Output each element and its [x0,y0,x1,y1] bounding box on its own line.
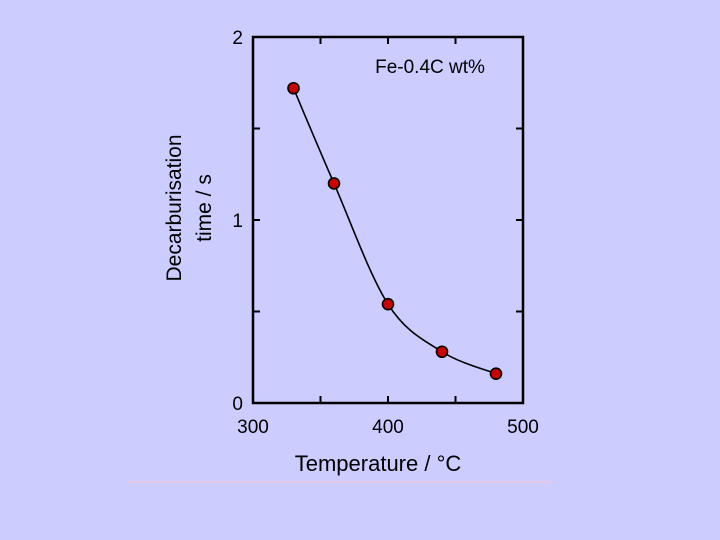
x-tick-labels: 300 400 500 [237,417,539,438]
data-point-2 [381,297,395,311]
annotation-label: Fe-0.4C wt% [375,57,485,78]
data-point-3 [435,345,449,359]
x-tick-label-1: 400 [372,417,404,438]
y-tick-label-2: 2 [232,28,243,49]
data-point-4 [489,367,503,381]
plot-frame [251,35,525,405]
y-tick-labels: 0 1 2 [232,28,243,415]
y-tick-label-0: 0 [232,394,243,415]
x-tick-label-2: 500 [507,417,539,438]
x-axis-label: Temperature / °C [295,451,462,476]
y-axis-label-line1: Decarburisation [163,134,186,281]
data-points [287,81,503,381]
data-point-1 [327,177,341,190]
series-line [292,87,497,375]
x-tick-label-0: 300 [237,417,269,438]
y-tick-label-1: 1 [232,211,243,232]
data-point-0 [287,81,300,95]
y-axis-label-line2: time / s [193,174,216,242]
footer-divider [128,481,552,483]
